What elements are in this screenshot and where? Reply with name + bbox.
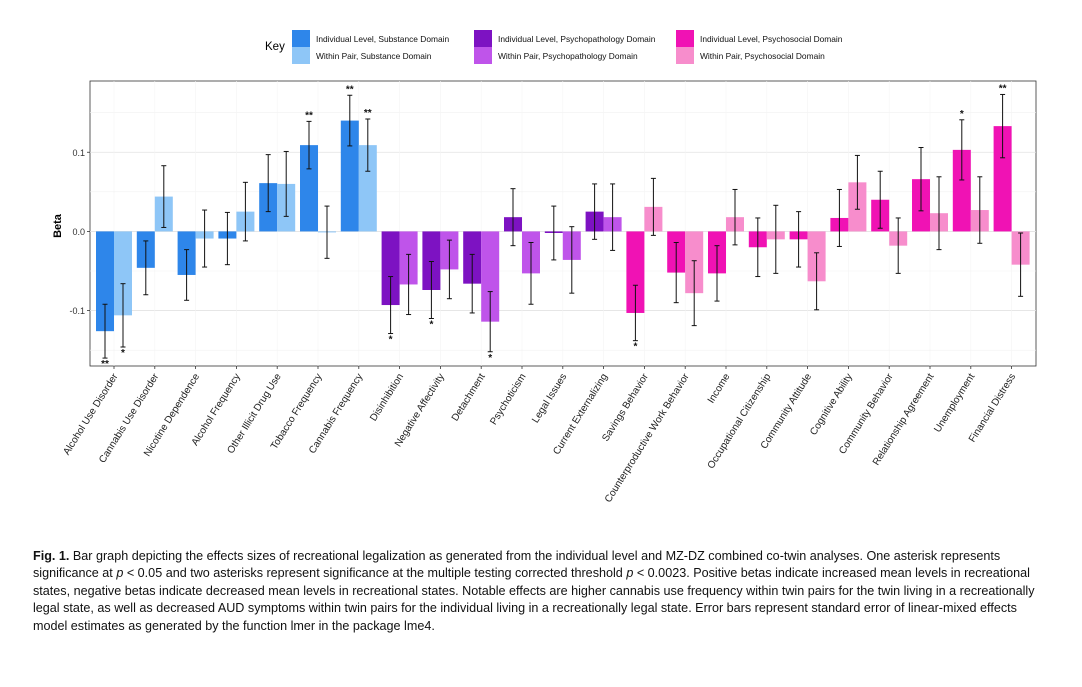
- legend-entry-label: Individual Level, Psychopathology Domain: [498, 34, 656, 44]
- legend-entry-label: Within Pair, Psychosocial Domain: [700, 51, 825, 61]
- x-tick-label: Cognitive Ability: [808, 372, 855, 438]
- significance-marker: **: [305, 110, 313, 121]
- y-tick-label: -0.1: [69, 306, 85, 316]
- legend-swatch: [474, 30, 492, 47]
- error-bars: [102, 93, 1024, 359]
- legend-swatch: [474, 47, 492, 64]
- bar-individual: [422, 231, 441, 290]
- legend-swatch: [292, 30, 310, 47]
- x-tick-label: Counterproductive Work Behavior: [603, 371, 692, 505]
- y-tick-label: 0.1: [72, 148, 85, 158]
- caption-text-3: < 0.0023. Positive betas indicate increa…: [33, 566, 1035, 633]
- chart-legend: Key Individual Level, Substance Domain Wi…: [265, 30, 843, 64]
- significance-marker: **: [346, 84, 354, 95]
- bar-individual: [340, 120, 359, 232]
- y-tick-label: 0.0: [72, 227, 85, 237]
- significance-marker: *: [121, 348, 125, 359]
- legend-swatch: [676, 30, 694, 47]
- x-tick-label: Income: [706, 371, 733, 405]
- significance-marker: *: [488, 353, 492, 364]
- caption-label: Fig. 1.: [33, 549, 70, 563]
- bar-individual: [993, 126, 1012, 232]
- significance-marker: *: [389, 335, 393, 346]
- significance-marker: **: [999, 83, 1007, 94]
- caption-text-1: Bar graph depicting the effects sizes of…: [33, 549, 1001, 581]
- bar-individual: [96, 231, 114, 332]
- caption-p-symbol-2: p: [626, 566, 634, 581]
- bar-individual: [381, 231, 400, 306]
- bar-individual: [626, 231, 645, 313]
- significance-marker: *: [633, 342, 637, 353]
- bar-individual: [952, 149, 971, 232]
- legend-entry-label: Within Pair, Psychopathology Domain: [498, 51, 638, 61]
- bar-within-pair: [481, 231, 500, 322]
- figure-caption: Fig. 1. Bar graph depicting the effects …: [33, 548, 1043, 635]
- legend-entry-label: Individual Level, Substance Domain: [316, 34, 449, 44]
- legend-entry-label: Individual Level, Psychosocial Domain: [700, 34, 843, 44]
- x-tick-label: Disinhibition: [368, 372, 406, 424]
- bar-within-pair: [358, 145, 377, 232]
- caption-p-symbol-1: p: [116, 566, 124, 581]
- y-axis: Beta 0.1 0.0 -0.1: [52, 148, 90, 316]
- x-tick-label: Psychoticism: [488, 372, 528, 427]
- bar-individual: [300, 145, 318, 232]
- significance-markers: ****************: [101, 83, 1006, 370]
- figure-bar-chart: Key Individual Level, Substance Domain Wi…: [52, 30, 1037, 505]
- significance-marker: **: [364, 108, 372, 119]
- x-tick-label: Legal Issues: [530, 372, 569, 425]
- x-tick-label: Financial Distress: [967, 372, 1018, 445]
- legend-swatch: [292, 47, 310, 64]
- significance-marker: *: [960, 109, 964, 120]
- legend-swatch: [676, 47, 694, 64]
- y-axis-label: Beta: [52, 213, 64, 238]
- caption-text-2: < 0.05 and two asterisks represent signi…: [123, 566, 627, 581]
- bar-within-pair: [114, 231, 132, 316]
- chart-canvas: Key Individual Level, Substance Domain Wi…: [52, 30, 1037, 505]
- significance-marker: **: [101, 359, 109, 370]
- x-tick-label: Unemployment: [932, 372, 977, 435]
- legend-entry-label: Within Pair, Substance Domain: [316, 51, 432, 61]
- significance-marker: *: [429, 320, 433, 331]
- legend-title: Key: [265, 41, 285, 53]
- x-tick-label: Detachment: [450, 372, 488, 424]
